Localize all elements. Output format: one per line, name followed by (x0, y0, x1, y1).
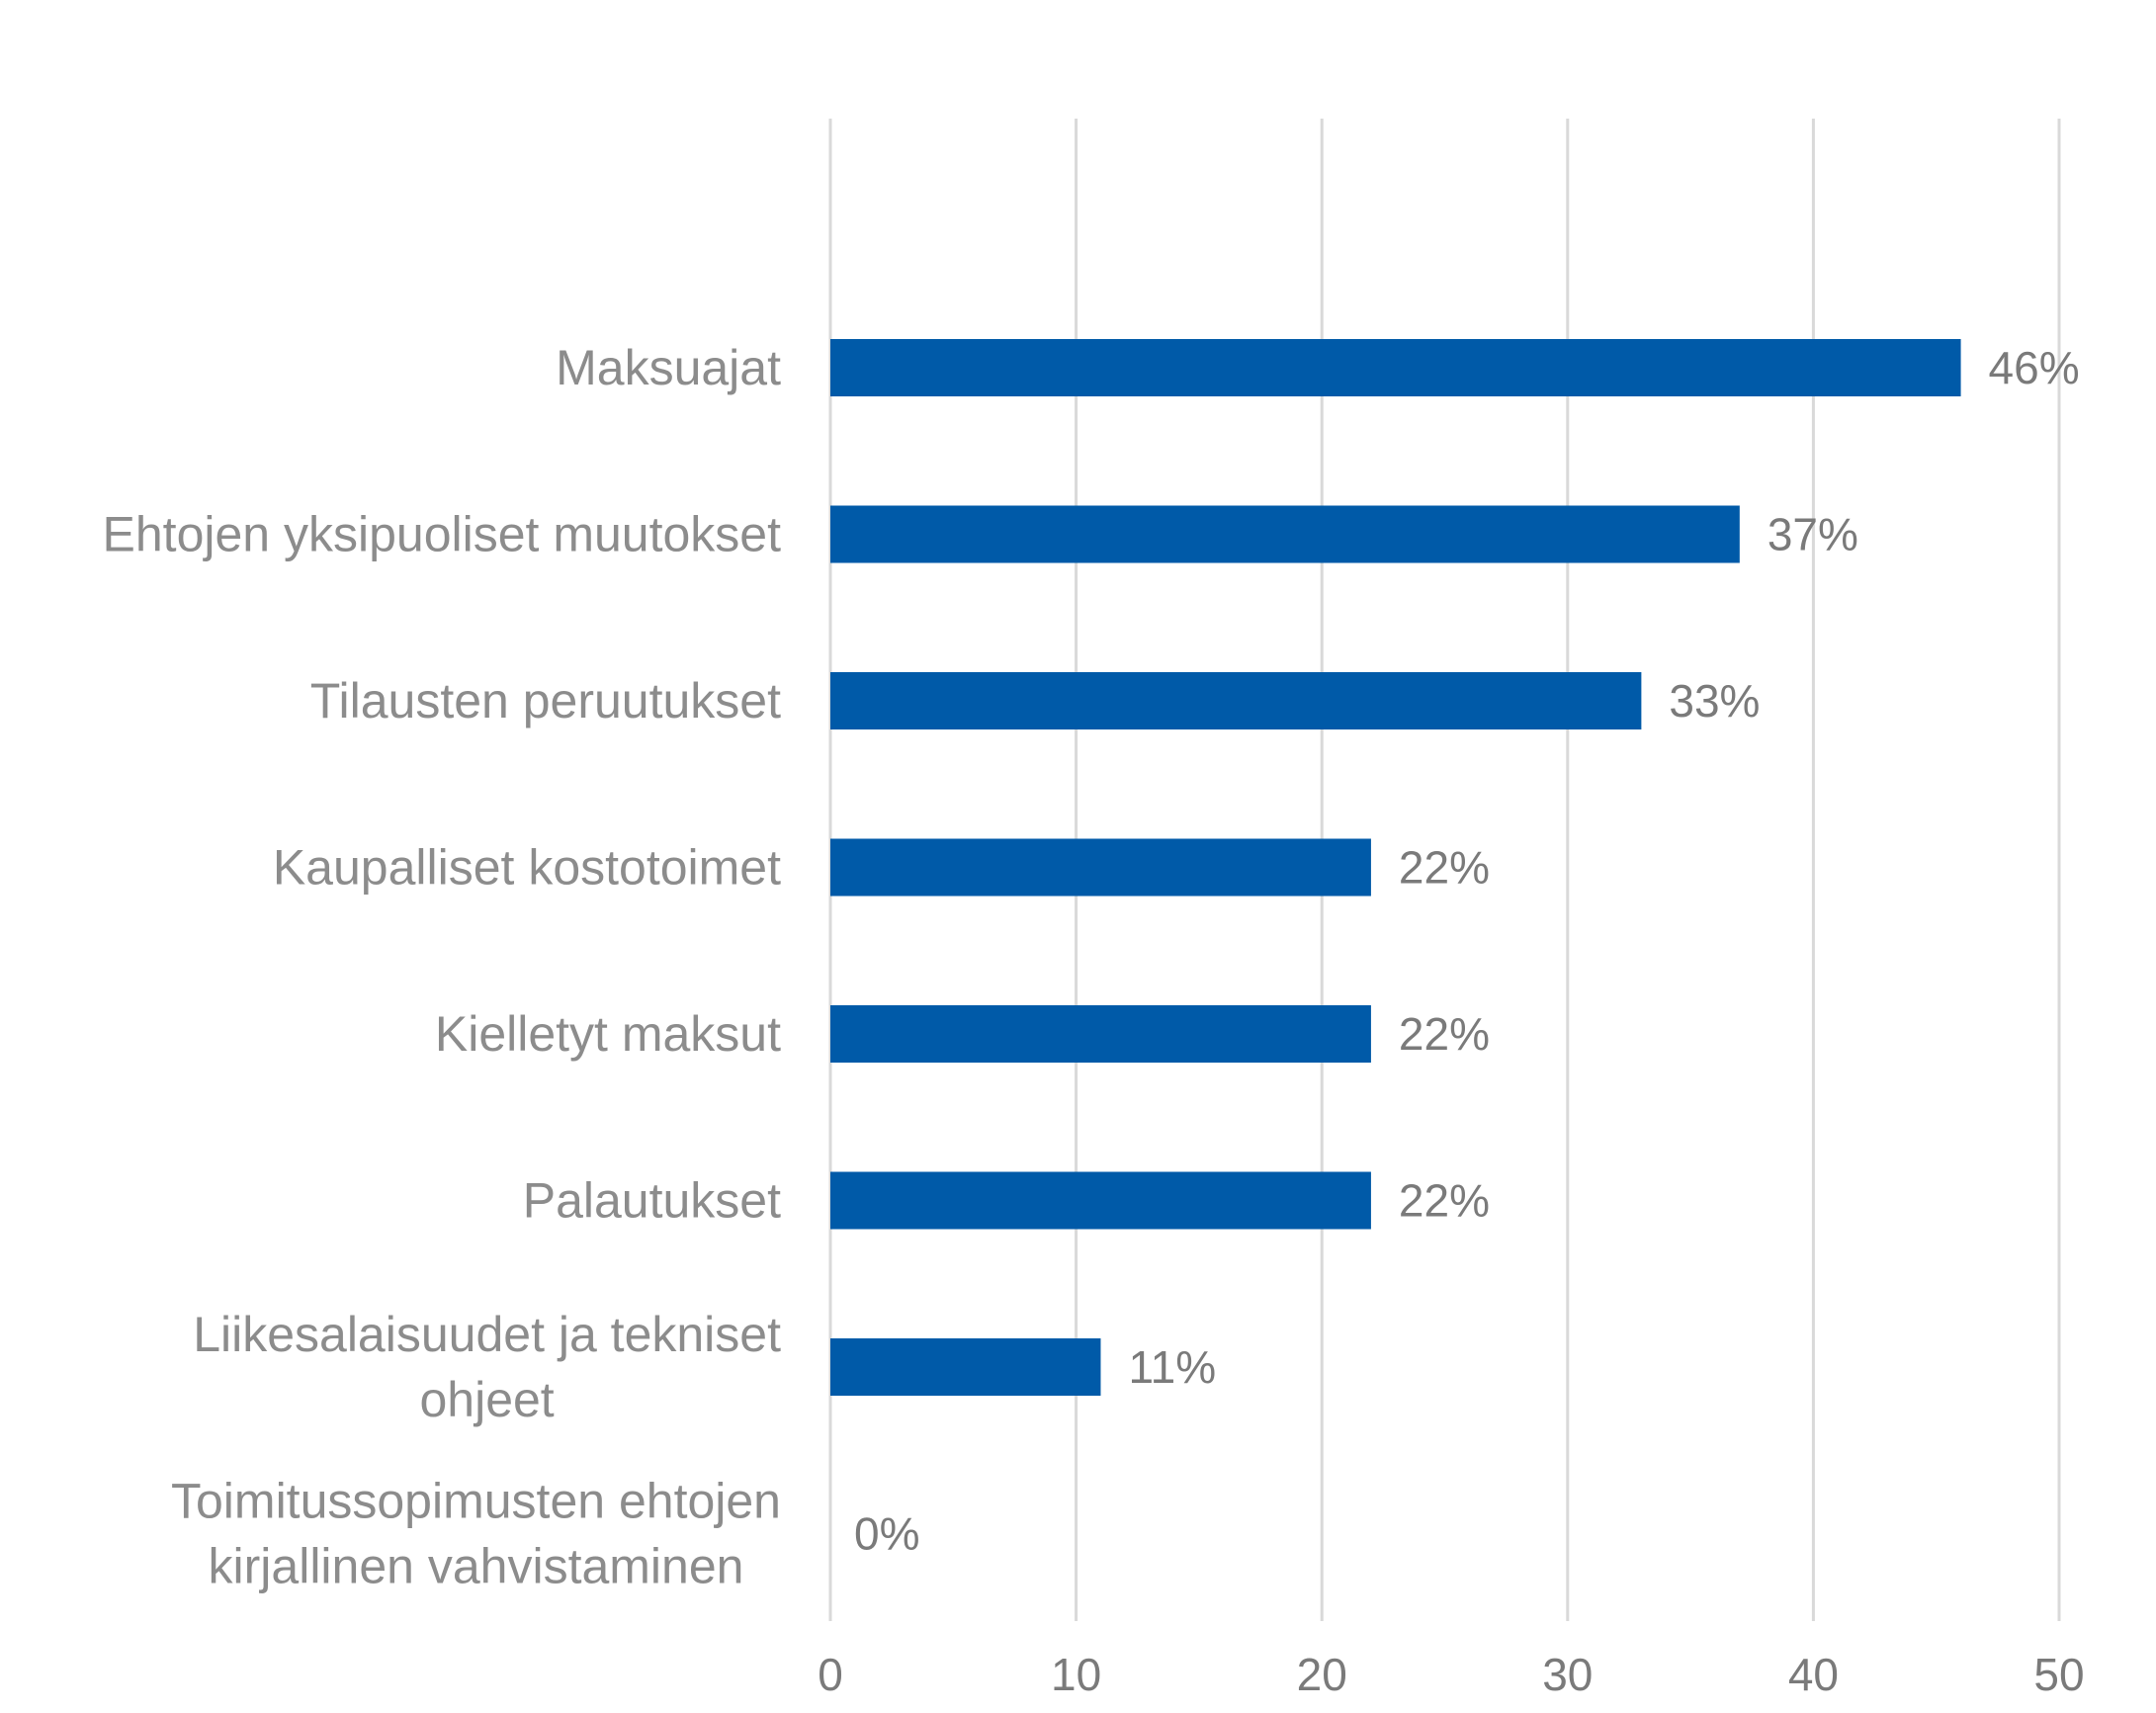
category-label: Toimitussopimusten ehtojen kirjallinen va… (171, 1474, 781, 1594)
data-label: 46% (1989, 342, 2080, 393)
category-label-line: Kaupalliset kostotoimet (273, 840, 781, 896)
x-tick-label: 20 (1297, 1649, 1347, 1700)
data-label: 37% (1768, 509, 1858, 560)
category-label-line: Liikesalaisuudet ja tekniset (193, 1307, 781, 1362)
category-label-line: Tilausten peruutukset (310, 673, 781, 728)
bar (830, 339, 1961, 396)
x-tick-label: 40 (1788, 1649, 1839, 1700)
bar (830, 672, 1642, 729)
category-label: Palautukset (523, 1173, 781, 1229)
category-label: Liikesalaisuudet ja tekniset ohjeet (193, 1307, 781, 1427)
value-labels: 46% 37% 33% 22% 22% 22% 11% 0% (854, 342, 2080, 1560)
category-label: Kaupalliset kostotoimet (273, 840, 781, 896)
category-label-line: ohjeet (419, 1372, 554, 1427)
bar (830, 1005, 1371, 1063)
data-label: 0% (854, 1508, 919, 1560)
data-label: 33% (1669, 675, 1760, 727)
category-label-line: Maksuajat (556, 340, 781, 395)
data-label: 22% (1399, 842, 1490, 894)
category-label: Kielletyt maksut (435, 1006, 781, 1062)
category-label-line: Ehtojen yksipuoliset muutokset (103, 507, 782, 562)
x-tick-label: 10 (1051, 1649, 1101, 1700)
category-label: Tilausten peruutukset (310, 673, 781, 728)
data-label: 11% (1128, 1341, 1216, 1393)
bar (830, 505, 1740, 563)
category-label: Maksuajat (556, 340, 781, 395)
x-tick-label: 50 (2033, 1649, 2084, 1700)
bar (830, 1338, 1101, 1396)
data-label: 22% (1399, 1008, 1490, 1060)
x-axis-tick-labels: 0 10 20 30 40 50 (818, 1649, 2084, 1700)
category-label-line: Palautukset (523, 1173, 781, 1229)
category-label-line: Toimitussopimusten ehtojen (171, 1474, 781, 1529)
x-tick-label: 30 (1542, 1649, 1593, 1700)
bar (830, 1171, 1371, 1230)
x-tick-label: 0 (818, 1649, 843, 1700)
category-label-line: kirjallinen vahvistaminen (209, 1539, 744, 1594)
bars (830, 339, 1961, 1396)
category-labels: Maksuajat Ehtojen yksipuoliset muutokset T… (103, 340, 782, 1594)
category-label: Ehtojen yksipuoliset muutokset (103, 507, 782, 562)
bar (830, 838, 1371, 897)
data-label: 22% (1399, 1175, 1490, 1227)
category-label-line: Kielletyt maksut (435, 1006, 781, 1062)
